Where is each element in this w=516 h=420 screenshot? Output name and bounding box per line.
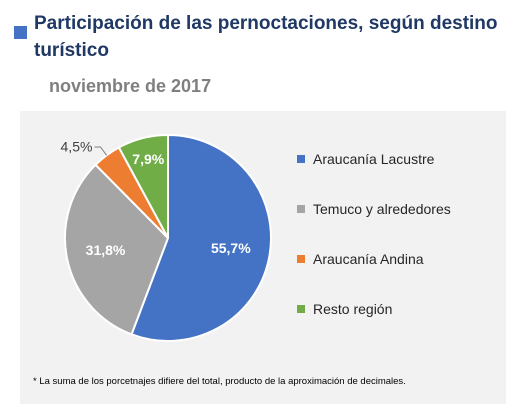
legend-item-3: Araucanía Andina <box>297 249 424 269</box>
pie-data-label-1: 55,7% <box>211 240 251 256</box>
pie-slice-4 <box>117 133 169 239</box>
legend-swatch-4 <box>297 305 305 313</box>
pie-data-label-2: 31,8% <box>86 242 126 258</box>
chart-title: Participación de las pernoctaciones, seg… <box>34 13 498 61</box>
legend-swatch-3 <box>297 255 305 263</box>
pie-data-label-3: 4,5% <box>61 139 93 155</box>
chart-subtitle: noviembre de 2017 <box>49 76 212 96</box>
legend-swatch-1 <box>297 155 305 163</box>
legend-item-1: Araucanía Lacustre <box>297 149 434 169</box>
legend-label-1: Araucanía Lacustre <box>313 151 435 167</box>
pie-slice-1 <box>130 133 272 342</box>
legend-swatch-2 <box>297 205 305 213</box>
legend-label-3: Araucanía Andina <box>313 251 424 267</box>
pie-leader-line-3 <box>94 146 108 156</box>
legend-item-4: Resto región <box>297 299 392 319</box>
title-bullet-icon <box>14 26 27 39</box>
pie-data-label-4: 7,9% <box>132 151 164 167</box>
legend-label-4: Resto región <box>313 301 393 317</box>
pie-slice-2 <box>64 163 170 336</box>
legend-label-2: Temuco y alrededores <box>313 201 451 217</box>
footnote: * La suma de los porcetnajes difiere del… <box>33 376 406 387</box>
legend-item-2: Temuco y alrededores <box>297 199 451 219</box>
